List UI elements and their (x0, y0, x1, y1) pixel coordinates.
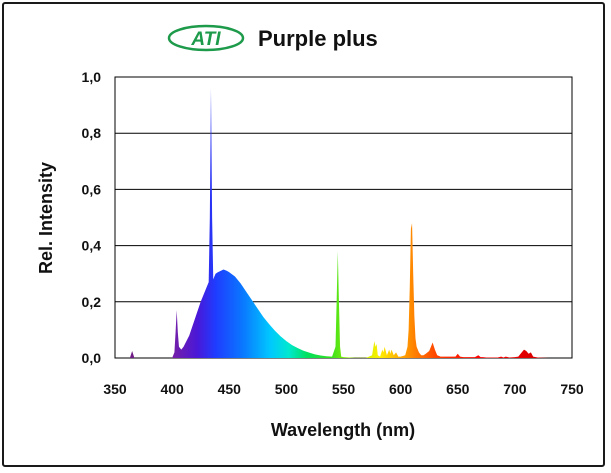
x-tick-label: 700 (503, 381, 527, 397)
y-tick-label: 0,8 (82, 125, 102, 141)
chart-title: Purple plus (258, 26, 378, 51)
logo-text: ATI (190, 29, 221, 50)
grid-lines (115, 132, 572, 303)
logo-swoosh-icon (167, 24, 245, 52)
y-axis-ticks: 0,0 0,2 0,4 0,6 0,8 1,0 (82, 69, 102, 366)
y-tick-label: 0,2 (82, 294, 102, 310)
x-tick-label: 750 (560, 381, 584, 397)
spectrum-layer (115, 88, 572, 359)
y-tick-label: 1,0 (82, 69, 102, 85)
y-tick-label: 0,6 (82, 181, 102, 197)
spectrum-area (115, 88, 572, 359)
x-axis-title: Wavelength (nm) (271, 420, 415, 440)
plot-area (114, 76, 573, 359)
ati-logo: ATI (167, 24, 245, 52)
x-tick-label: 550 (332, 381, 356, 397)
x-axis-ticks: 350 400 450 500 550 600 650 700 750 (103, 381, 584, 397)
logo-backing (173, 29, 239, 47)
x-tick-label: 650 (446, 381, 470, 397)
y-axis-title: Rel. Intensity (36, 162, 56, 274)
y-tick-label: 0,0 (82, 350, 102, 366)
y-tick-label: 0,4 (82, 238, 102, 254)
x-tick-label: 600 (389, 381, 413, 397)
x-tick-label: 350 (103, 381, 127, 397)
x-tick-label: 500 (275, 381, 299, 397)
x-tick-label: 450 (218, 381, 242, 397)
x-tick-label: 400 (160, 381, 184, 397)
